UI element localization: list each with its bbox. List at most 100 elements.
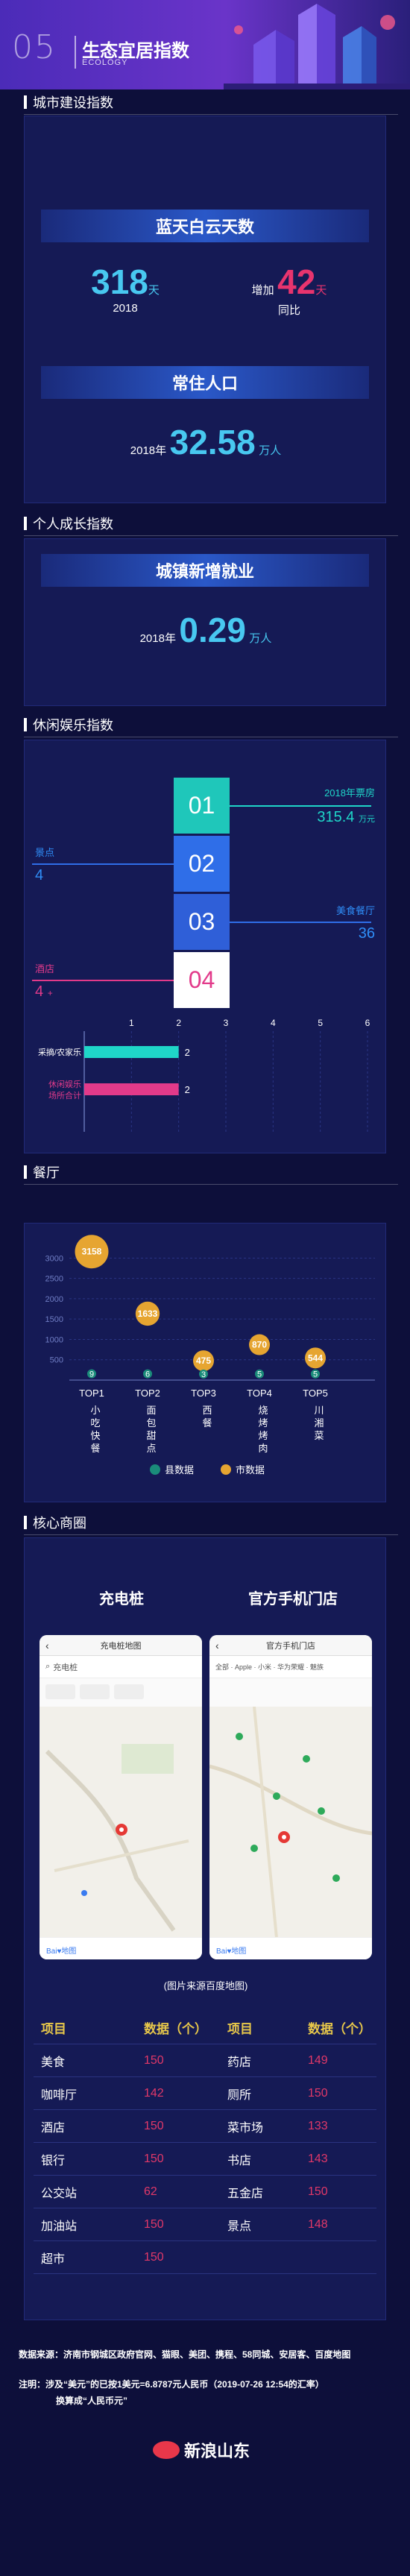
table-count-cell: 62 (144, 2185, 157, 2198)
section-business-label: 核心商圈 (33, 1516, 86, 1531)
phone-store-phone-title: 官方手机门店 (266, 1641, 315, 1651)
category-label: 休闲娱乐 (48, 1079, 81, 1089)
x-tick-label: TOP5 (303, 1388, 328, 1399)
search-icon: ⌕ (45, 1662, 51, 1671)
callout-02-value: 4 (35, 867, 44, 884)
x-tick-label: TOP4 (247, 1388, 272, 1399)
step-04: 04 (174, 952, 230, 1008)
brand-filter[interactable]: 全部 · Apple · 小米 · 华为荣耀 · 魅族 (209, 1656, 372, 1678)
table-count-cell: 150 (308, 2086, 328, 2100)
connector-03 (230, 922, 371, 923)
table-row: 超市 150 (34, 2241, 376, 2274)
step-01: 01 (174, 778, 230, 834)
category-name-char: 菜 (314, 1430, 324, 1441)
blue-sky-days-year: 2018 (113, 302, 138, 315)
map-pin-icon[interactable] (116, 1824, 127, 1836)
table-count-cell: 149 (308, 2053, 328, 2067)
callout-01-unit: 万元 (359, 815, 375, 824)
table-item-cell: 美食 (41, 2056, 66, 2069)
city-point (135, 1301, 160, 1326)
y-tick-label: 500 (50, 1356, 63, 1365)
table-row: 咖啡厅 142 厕所 150 (34, 2077, 376, 2110)
city-point (75, 1235, 109, 1269)
table-item-cell: 景点 (227, 2220, 252, 2233)
x-tick-label: 6 (365, 1018, 370, 1028)
x-tick-label: TOP2 (135, 1388, 160, 1399)
table-count-cell: 150 (308, 2185, 328, 2198)
category-name-char: 点 (146, 1443, 156, 1454)
callout-01-value: 315.4 万元 (263, 809, 375, 826)
section-city-label: 城市建设指数 (33, 95, 113, 110)
legend-county-swatch (150, 1464, 160, 1475)
callout-01-number: 315.4 (317, 809, 355, 825)
page-title: 生态宜居指数 (82, 41, 189, 61)
category-name-char: 烤 (258, 1430, 268, 1441)
y-tick-label: 1000 (45, 1335, 63, 1344)
table-item-cell: 咖啡厅 (41, 2088, 78, 2102)
callout-02-label: 景点 (35, 847, 55, 858)
county-point (255, 1369, 264, 1379)
table-item-cell: 酒店 (41, 2121, 66, 2135)
table-item-cell: 公交站 (41, 2187, 78, 2200)
x-tick-label: TOP1 (79, 1388, 104, 1399)
table-row: 美食 150 药店 149 (34, 2044, 376, 2077)
city-point (249, 1334, 270, 1355)
header-item-2: 项目 (227, 2022, 253, 2036)
banner-population: 常住人口 (41, 366, 369, 399)
table-count-cell: 150 (144, 2217, 164, 2231)
x-tick-label: TOP3 (191, 1388, 216, 1399)
bar-1 (84, 1083, 179, 1095)
exchange-note: 注明：涉及“美元”的已按1美元=6.8787元人民币（2019-07-26 12… (19, 2379, 324, 2390)
category-name-char: 面 (146, 1405, 156, 1416)
city-card: 蓝天白云天数 318天 2018 增加 42天 同比 常住人口 2018年 32… (24, 116, 386, 503)
increase-prefix: 增加 (251, 284, 274, 297)
city-value-label: 3158 (82, 1247, 102, 1257)
bar-value-label: 2 (185, 1084, 190, 1095)
map-pin-icon[interactable] (278, 1831, 290, 1843)
charger-phone-title: 充电桩地图 (100, 1641, 142, 1651)
city-value-label: 1633 (138, 1309, 158, 1319)
category-name-char: 小 (90, 1405, 100, 1416)
category-name-char: 西 (202, 1405, 212, 1416)
connector-01 (230, 805, 371, 807)
charger-phone-header: ‹ 充电桩地图 (40, 1635, 202, 1656)
hero-banner: 05 生态宜居指数 ECOLOGY (0, 0, 410, 89)
category-name-char: 烤 (258, 1417, 268, 1429)
county-value-label: 5 (257, 1370, 262, 1379)
personal-card: 城镇新增就业 2018年 0.29 万人 (24, 538, 386, 706)
city-value-label: 870 (252, 1340, 267, 1350)
table-row: 酒店 150 菜市场 133 (34, 2110, 376, 2143)
legend-city-swatch (221, 1464, 231, 1475)
phone-store-map[interactable] (209, 1706, 372, 1939)
table-item-cell: 书店 (227, 2154, 252, 2167)
brand-filter-text: 全部 · Apple · 小米 · 华为荣耀 · 魅族 (215, 1663, 324, 1671)
table-header: 项目 数据（个） 项目 数据（个） (34, 2012, 376, 2044)
section-leisure-label: 休闲娱乐指数 (33, 718, 113, 733)
population-value: 32.58 (169, 423, 256, 462)
sina-eye-icon (153, 2441, 180, 2459)
county-point (311, 1369, 320, 1379)
sina-logo-text: 新浪山东 (184, 2442, 250, 2460)
table-item-cell: 厕所 (227, 2088, 252, 2102)
employment-unit: 万人 (249, 632, 272, 645)
header-count-2: 数据（个） (308, 2022, 371, 2036)
section-personal-label: 个人成长指数 (33, 517, 113, 532)
section-restaurant: 餐厅 (0, 1159, 410, 1185)
image-caption: (图片来源百度地图) (163, 1980, 248, 1991)
header-item: 项目 (41, 2022, 66, 2036)
section-personal: 个人成长指数 (0, 511, 410, 536)
bar-0 (84, 1046, 179, 1058)
y-tick-label: 2500 (45, 1275, 63, 1284)
restaurant-chart: 50010001500200025003000TOP1小吃快餐TOP2面包甜点T… (45, 1235, 375, 1476)
increase-unit: 天 (315, 284, 327, 297)
table-count-cell: 150 (144, 2053, 164, 2067)
back-icon[interactable]: ‹ (215, 1639, 219, 1651)
table-count-cell: 150 (144, 2152, 164, 2165)
back-icon[interactable]: ‹ (45, 1639, 49, 1651)
table-row: 公交站 62 五金店 150 (34, 2176, 376, 2208)
section-leisure: 休闲娱乐指数 (0, 712, 410, 737)
table-item-cell: 超市 (41, 2252, 66, 2266)
charger-search[interactable]: ⌕ 充电桩 (40, 1656, 202, 1678)
header-count: 数据（个） (144, 2022, 207, 2036)
charger-map[interactable] (40, 1707, 202, 1937)
